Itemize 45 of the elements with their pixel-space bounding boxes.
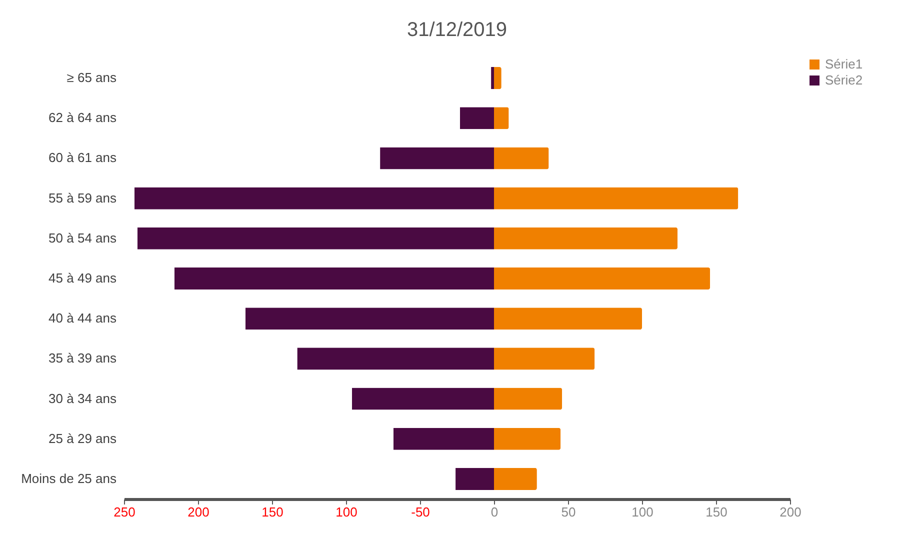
bar [297, 348, 494, 370]
bar [494, 67, 502, 90]
bar [134, 187, 494, 210]
bar [494, 227, 678, 250]
bar [494, 468, 537, 490]
bar [494, 147, 549, 170]
x-tick-label: 50 [561, 504, 576, 520]
x-tick-label: 200 [188, 504, 210, 520]
bar [245, 308, 494, 330]
y-tick-label: 35 à 39 ans [48, 350, 117, 366]
bar [174, 267, 494, 290]
bar [494, 187, 738, 210]
y-tick-label: ≥ 65 ans [66, 70, 117, 86]
bar [494, 308, 642, 330]
x-tick-label: 150 [706, 504, 728, 520]
x-tick-label: -50 [411, 504, 430, 520]
bar [380, 147, 494, 170]
chart-title: 31/12/2019 [406, 19, 508, 41]
y-tick-label: 25 à 29 ans [48, 430, 117, 446]
y-tick-label: 40 à 44 ans [48, 310, 117, 326]
x-tick-label: 100 [336, 504, 358, 520]
y-tick-label: 60 à 61 ans [48, 150, 117, 166]
x-tick-label: 150 [262, 504, 284, 520]
x-tick-label: 0 [490, 504, 498, 520]
y-tick-label: Moins de 25 ans [21, 470, 117, 486]
y-tick-label: 45 à 49 ans [48, 270, 117, 286]
y-tick-label: 50 à 54 ans [48, 230, 117, 246]
legend-label: Série1 [825, 56, 863, 72]
x-tick-label: 200 [780, 504, 802, 520]
bar [494, 267, 710, 290]
bar [494, 428, 561, 450]
bar [494, 107, 509, 130]
bar [494, 348, 595, 370]
bar [352, 388, 494, 410]
bar [393, 428, 494, 450]
bar [137, 227, 494, 250]
bar [494, 388, 562, 410]
y-tick-label: 30 à 34 ans [48, 390, 117, 406]
y-tick-label: 62 à 64 ans [48, 110, 117, 126]
bar [460, 107, 494, 130]
bar [456, 468, 494, 490]
x-tick-label: 250 [114, 504, 136, 520]
legend-label: Série2 [825, 72, 863, 88]
x-tick-label: 100 [632, 504, 654, 520]
y-tick-label: 55 à 59 ans [48, 190, 117, 206]
